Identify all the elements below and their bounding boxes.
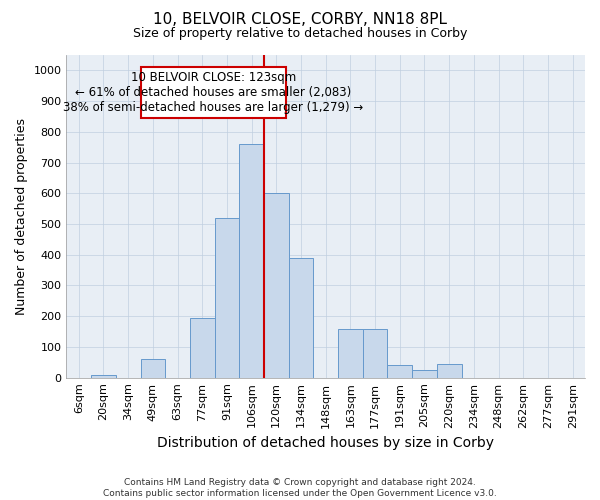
Bar [91,374,116,378]
Y-axis label: Number of detached properties: Number of detached properties [15,118,28,315]
Bar [190,318,215,378]
Bar [215,218,239,378]
Bar [140,359,165,378]
Bar [363,328,388,378]
Bar [437,364,461,378]
Bar [289,258,313,378]
Bar [338,328,363,378]
Bar [264,194,289,378]
Text: Size of property relative to detached houses in Corby: Size of property relative to detached ho… [133,28,467,40]
Bar [239,144,264,378]
Bar [388,366,412,378]
X-axis label: Distribution of detached houses by size in Corby: Distribution of detached houses by size … [157,436,494,450]
Text: 10, BELVOIR CLOSE, CORBY, NN18 8PL: 10, BELVOIR CLOSE, CORBY, NN18 8PL [153,12,447,28]
Text: 10 BELVOIR CLOSE: 123sqm
← 61% of detached houses are smaller (2,083)
38% of sem: 10 BELVOIR CLOSE: 123sqm ← 61% of detach… [63,71,364,114]
FancyBboxPatch shape [140,68,286,118]
Text: Contains HM Land Registry data © Crown copyright and database right 2024.
Contai: Contains HM Land Registry data © Crown c… [103,478,497,498]
Bar [412,370,437,378]
